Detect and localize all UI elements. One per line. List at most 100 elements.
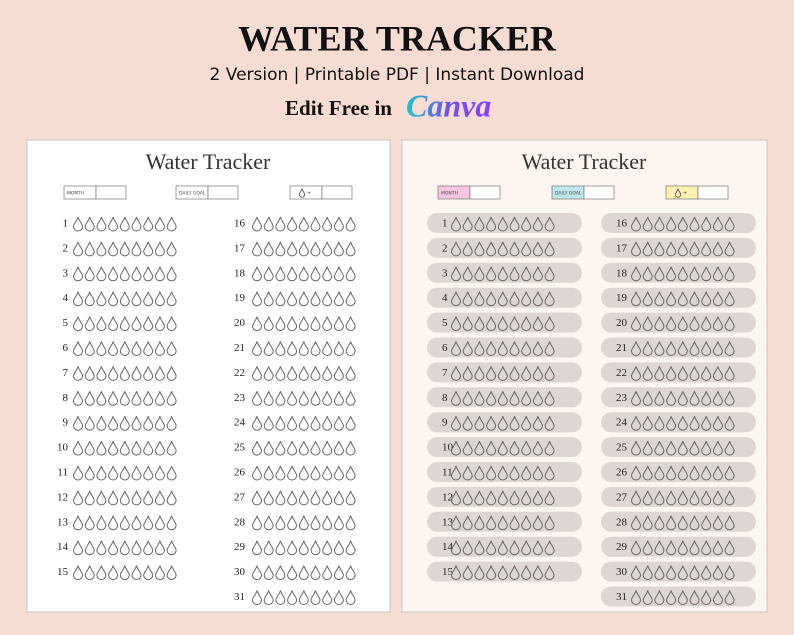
field-label: DAILY GOAL [555, 191, 582, 197]
drop-icon [532, 366, 543, 381]
drop-icon [724, 366, 735, 381]
drop-icon [474, 440, 485, 456]
drop-icon [509, 391, 520, 406]
drop-icon [532, 490, 543, 506]
drop-icon [96, 316, 107, 332]
drop-icon [462, 391, 473, 406]
drop-icon [521, 291, 532, 307]
drop-icon [689, 341, 700, 356]
drop-icon [251, 465, 263, 481]
drop-icon [497, 241, 508, 257]
drop-icon [474, 391, 485, 406]
drop-icon [108, 391, 119, 406]
drop-icon [275, 266, 286, 282]
drop-icon [154, 465, 165, 481]
drop-icon [154, 515, 165, 531]
drop-icon [251, 490, 263, 506]
drop-icon [345, 216, 356, 232]
drop-icon [521, 490, 532, 506]
drop-icon [642, 440, 653, 456]
drop-icon [724, 266, 735, 282]
drop-icon [666, 341, 677, 356]
day-number: 25 [234, 442, 246, 454]
field-input-box [207, 185, 239, 200]
drop-icon [143, 391, 154, 406]
drop-icon [287, 216, 298, 232]
day-number: 5 [442, 317, 448, 329]
drop-icon [251, 515, 263, 531]
field-label: DAILY GOAL [179, 191, 206, 197]
drop-icon [84, 515, 95, 531]
day-number: 2 [63, 242, 69, 254]
drop-icon [72, 440, 84, 456]
drop-icon [497, 416, 508, 431]
drop-icon [654, 490, 665, 506]
day-number: 22 [234, 367, 245, 379]
drop-icon [450, 490, 462, 506]
day-number: 9 [63, 417, 69, 429]
drop-icon [497, 366, 508, 381]
drop-icon [532, 515, 543, 531]
page-title: Water Tracker [146, 149, 271, 174]
drop-icon [72, 316, 84, 332]
drop-icon [701, 590, 712, 605]
day-number: 30 [616, 566, 628, 578]
drop-icon [345, 341, 356, 356]
drop-icon [119, 465, 130, 481]
drop-icon [521, 241, 532, 257]
drop-icon [654, 291, 665, 307]
drop-icon [509, 216, 520, 232]
drop-icon [474, 565, 485, 581]
drop-icon [251, 440, 263, 456]
drop-icon [532, 291, 543, 307]
day-number: 21 [234, 342, 245, 354]
drop-icon [143, 515, 154, 531]
drop-icon [701, 316, 712, 332]
drop-icon [131, 515, 142, 531]
drop-icon [263, 266, 274, 282]
drop-icon [497, 515, 508, 531]
day-number: 31 [616, 591, 627, 603]
drop-icon [486, 490, 497, 506]
day-number: 29 [616, 541, 628, 553]
drop-icon [287, 590, 298, 605]
drop-icon [450, 391, 462, 406]
drop-icon [677, 266, 688, 282]
drop-icon [486, 440, 497, 456]
drop-icon [544, 366, 555, 381]
drop-icon [630, 366, 642, 381]
drop-icon [287, 341, 298, 356]
drop-icon [677, 316, 688, 332]
drop-icon [72, 565, 84, 581]
drop-icon [263, 391, 274, 406]
drop-icon [462, 316, 473, 332]
drop-icon [677, 540, 688, 556]
drop-icon [486, 366, 497, 381]
drop-icon [84, 241, 95, 257]
drop-icon [143, 216, 154, 232]
drop-icon [462, 565, 473, 581]
drop-icon [689, 590, 700, 605]
drop-icon [131, 266, 142, 282]
drop-icon [521, 565, 532, 581]
drop-icon [131, 291, 142, 307]
drop-icon [724, 416, 735, 431]
drop-icon [287, 241, 298, 257]
drop-icon [724, 515, 735, 531]
drop-icon [333, 590, 344, 605]
drop-icon [689, 465, 700, 481]
drop-icon [666, 291, 677, 307]
drop-icon [701, 440, 712, 456]
day-number: 26 [616, 467, 628, 479]
drop-icon [689, 391, 700, 406]
drop-icon [96, 490, 107, 506]
drop-icon [642, 465, 653, 481]
day-number: 18 [234, 267, 246, 279]
drop-icon [630, 465, 642, 481]
drop-icon [154, 291, 165, 307]
drop-icon [154, 565, 165, 581]
drop-icon [84, 316, 95, 332]
drop-icon [701, 341, 712, 356]
drop-icon [712, 416, 723, 431]
drop-icon [119, 291, 130, 307]
